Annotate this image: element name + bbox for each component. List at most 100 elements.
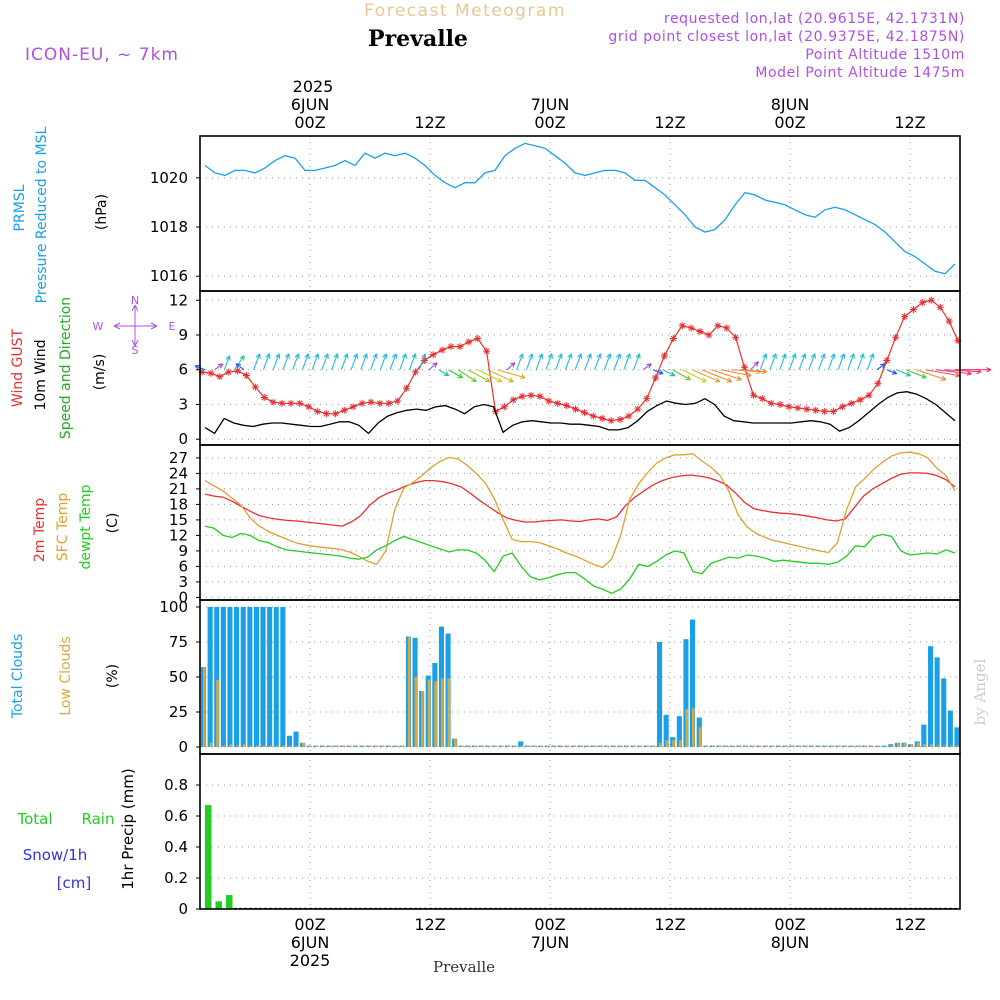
gust-marker [749,391,757,399]
y-tick-label: 100 [159,598,188,616]
precip-unit-label: 1hr Precip (mm) [119,768,137,889]
gust-marker [625,412,633,420]
wind-direction-arrow [506,362,516,371]
total-cloud-bar [663,714,669,747]
low-cloud-bar [797,745,801,747]
bottom-time-label: 00Z [294,915,325,934]
top-time-label: 12Z [654,113,685,132]
total-cloud-bar [928,646,934,747]
gust-marker [669,334,677,342]
wind-direction-arrow [633,353,641,370]
total-cloud-bar [286,735,292,747]
low-cloud-bar [758,745,761,747]
gust-marker [420,356,428,364]
gust-marker [589,412,597,420]
snow-label: Snow/1h [23,846,88,864]
t2m-label: 2m Temp [32,498,48,562]
wind-direction-arrow [623,353,631,370]
wind-direction-arrow [788,353,797,370]
low-cloud-bar [381,745,384,747]
rain-bar [205,805,212,909]
wind-direction-arrow [448,369,463,379]
top-year: 2025 [293,77,334,96]
low-cloud-bar [328,745,332,747]
gust-marker [331,410,339,418]
wind-direction-arrow [262,353,271,370]
gust-marker [403,384,411,392]
wind-direction-arrow [837,353,846,370]
low-cloud-bar [619,745,622,747]
bottom-year: 2025 [290,951,331,970]
low-cloud-bar [440,678,444,747]
wind-direction-arrow [389,353,398,370]
rain-bar [215,901,222,910]
forecast-title: Forecast Meteogram [364,1,566,21]
gust-marker [714,322,722,330]
gust-marker [411,368,419,376]
total-label: Total [16,810,52,828]
low-cloud-bar [612,745,616,747]
low-cloud-bar [421,691,424,747]
low-cloud-bar [764,745,768,747]
wind-direction-arrow [379,353,388,370]
total-cloud-bar [260,607,266,747]
wind-dir-label: Speed and Direction [58,297,74,439]
low-cloud-bar [546,745,550,747]
low-cloud-bar [916,742,920,747]
gust-marker [563,402,571,410]
low-cloud-bar [672,740,675,747]
low-cloud-bar [321,745,325,747]
low-cloud-bar [566,745,570,747]
total-cloud-bar [947,710,953,747]
low-clouds-label: Low Clouds [58,636,74,715]
wind-direction-arrow [662,369,676,377]
model-altitude: Model Point Altitude 1475m [755,65,965,81]
low-cloud-bar [910,744,913,747]
gust-marker [207,369,215,377]
gust-marker [901,312,909,320]
wind-direction-arrow [418,353,427,370]
wind-direction-arrow [574,353,583,370]
c-unit-label: (C) [105,513,121,534]
wind-direction-arrow [857,353,865,370]
gust-marker [358,399,366,407]
y-tick-label: 18 [169,495,188,513]
wind-direction-arrow [467,369,491,383]
gust-marker [394,397,402,405]
wind-direction-arrow [233,355,245,371]
low-cloud-bar [559,745,563,747]
wind-direction-arrow [876,363,886,371]
total-cloud-bar [683,639,689,747]
low-cloud-bar [857,745,860,747]
bottom-time-label: 12Z [654,915,685,934]
total-cloud-bar [921,724,927,747]
gust-marker [474,334,482,342]
gust-marker [910,306,918,314]
low-cloud-bar [553,745,556,747]
pressure-line [204,142,956,275]
wind-direction-arrow [428,362,438,371]
low-cloud-bar [731,745,735,747]
credit-label: by Angel [971,658,989,725]
wind-direction-arrow [457,369,477,383]
dewpt-line [204,525,956,595]
wind-direction-arrow [555,353,563,370]
low-cloud-bar [903,742,907,747]
wind-direction-arrow [340,353,349,370]
gust-marker [572,405,580,413]
gust-marker [643,395,651,403]
low-cloud-bar [711,745,715,747]
total-cloud-bar [690,619,696,747]
wind-direction-arrow [235,363,245,371]
low-cloud-bar [388,745,391,747]
low-cloud-bar [592,745,596,747]
top-time-label: 00Z [774,113,805,132]
low-cloud-bar [725,745,728,747]
compass-arrows [113,304,158,347]
y-tick-label: 15 [169,511,188,529]
y-tick-label: 24 [169,464,188,482]
total-cloud-bar [293,731,299,747]
gust-marker [865,391,873,399]
low-cloud-bar [394,745,398,747]
wind-direction-arrow [438,369,450,377]
